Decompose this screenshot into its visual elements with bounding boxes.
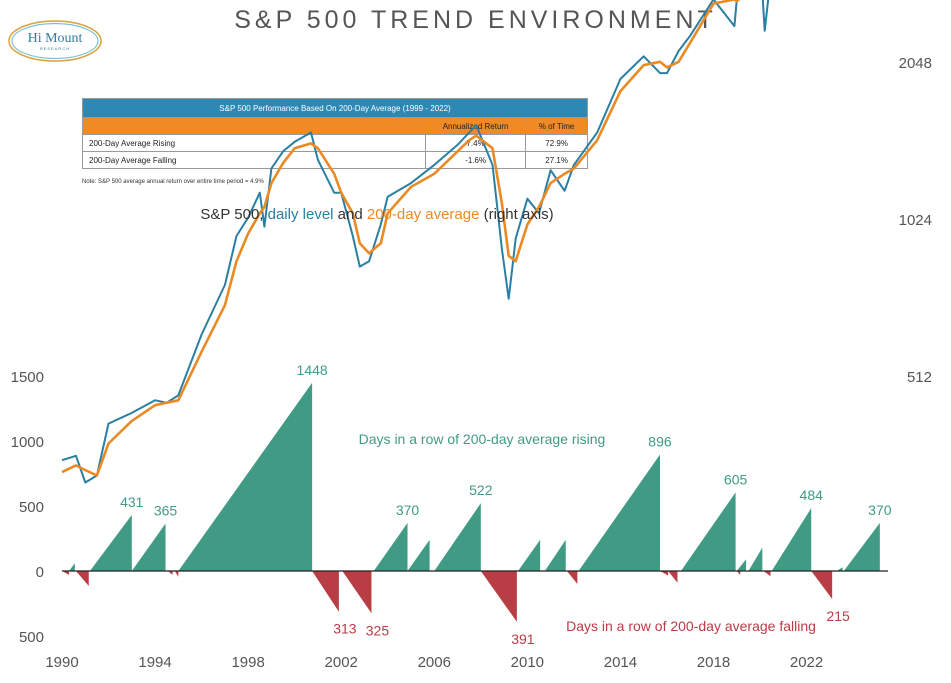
rising-data-label: 522 (469, 482, 493, 498)
falling-run (811, 571, 833, 599)
legend-part-4: (right axis) (479, 206, 553, 223)
rising-run (407, 539, 430, 571)
x-axis-tick: 2010 (511, 654, 544, 671)
legend-part-2: and (334, 206, 367, 223)
table-row: 200-Day Average Falling -1.6% 27.1% (82, 151, 588, 169)
x-axis-tick: 1998 (231, 654, 264, 671)
falling-run (763, 571, 771, 577)
falling-run (312, 571, 339, 612)
falling-run (167, 571, 173, 575)
left-axis-tick: 1000 (11, 434, 44, 451)
falling-data-label: 391 (511, 631, 535, 647)
right-axis-tick: 2048 (899, 55, 932, 72)
logo-sub: RESEARCH (40, 46, 70, 51)
falling-data-label: 215 (826, 608, 850, 624)
rising-run (771, 508, 812, 571)
left-axis-tick: 0 (36, 564, 44, 581)
legend-part-0: S&P 500, (200, 206, 267, 223)
legend-daily-level: daily level (268, 206, 334, 223)
rising-run (680, 492, 736, 571)
sp500-daily-line (61, 0, 770, 484)
rising-data-label: 605 (724, 471, 748, 487)
falling-run (75, 571, 89, 586)
falling-data-label: 313 (333, 621, 357, 637)
x-axis-tick: 2014 (604, 654, 637, 671)
falling-data-label: 325 (366, 622, 390, 638)
falling-run (659, 571, 669, 576)
falling-run (174, 571, 179, 577)
performance-table: S&P 500 Performance Based On 200-Day Ave… (82, 98, 588, 169)
x-axis-tick: 2018 (697, 654, 730, 671)
falling-run (480, 571, 517, 622)
rising-run (544, 539, 566, 571)
rising-run (131, 523, 166, 571)
table-note: Note: S&P 500 average annual return over… (82, 179, 264, 185)
rising-run (89, 514, 132, 571)
rising-run (178, 382, 313, 571)
rising-data-label: 365 (154, 503, 178, 519)
day-count-bars (62, 382, 880, 622)
rising-run (373, 522, 408, 571)
x-axis-tick: 1994 (138, 654, 171, 671)
rising-run (518, 539, 541, 571)
rising-run (748, 547, 763, 571)
sp500-200day-line (61, 0, 741, 477)
rising-data-label: 370 (396, 502, 420, 518)
logo-name: Hi Mount (28, 31, 83, 46)
table-header-time: % of Time (525, 117, 588, 135)
row-time: 27.1% (525, 151, 588, 169)
data-labels: 431 365 1448 370 522 896 605 484 370 313 325 391 215 (120, 362, 892, 647)
falling-run (736, 571, 741, 575)
left-axis-tick: 1500 (11, 369, 44, 386)
line-legend: S&P 500, daily level and 200-day average… (200, 206, 553, 223)
page-title: S&P 500 TREND ENVIRONMENT (234, 6, 717, 34)
falling-annotation: Days in a row of 200-day average falling (566, 618, 816, 634)
x-axis-tick: 2022 (790, 654, 823, 671)
rising-run (68, 563, 75, 571)
x-axis-tick: 2006 (418, 654, 451, 671)
hi-mount-logo: Hi Mount RESEARCH (8, 20, 102, 62)
left-axis-tick: 500 (19, 499, 44, 516)
rising-run (843, 522, 880, 571)
rising-data-label: 1448 (297, 362, 328, 378)
table-row: 200-Day Average Rising 7.4% 72.9% (82, 134, 588, 152)
price-lines (61, 0, 770, 484)
rising-run (434, 503, 481, 571)
left-axis-tick: 500 (19, 629, 44, 646)
x-axis-tick: 1990 (45, 654, 78, 671)
rising-run (736, 559, 747, 571)
axes: 5121024204840961500100050005001990199419… (11, 55, 932, 671)
rising-data-label: 896 (648, 434, 672, 450)
table-header-blank (82, 117, 426, 135)
right-axis-tick: 1024 (899, 212, 932, 229)
rising-data-label: 484 (800, 487, 824, 503)
rising-run (578, 454, 660, 571)
x-axis-tick: 2002 (325, 654, 358, 671)
falling-run (566, 571, 578, 584)
rising-run (836, 567, 843, 571)
falling-run (668, 571, 678, 583)
right-axis-tick: 512 (907, 369, 932, 386)
falling-run (342, 571, 372, 614)
rising-data-label: 431 (120, 494, 144, 510)
legend-200-day-average: 200-day average (367, 206, 480, 223)
rising-data-label: 370 (868, 502, 892, 518)
row-return: -1.6% (424, 151, 527, 169)
falling-run (62, 571, 69, 575)
rising-annotation: Days in a row of 200-day average rising (359, 431, 606, 447)
